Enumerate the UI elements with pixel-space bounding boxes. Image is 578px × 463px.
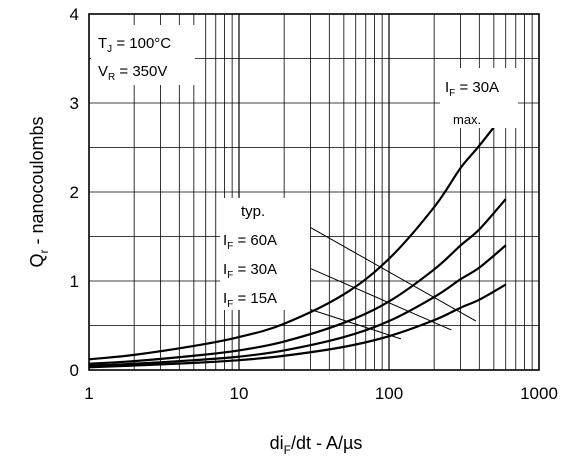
x-tick-label: 1000 [520,384,558,403]
leader-line-0 [311,228,476,321]
leader-lines [311,228,476,339]
x-tick-label: 100 [375,384,403,403]
y-tick-label: 2 [70,183,79,202]
y-tick-label: 4 [70,5,79,24]
x-tick-label: 1 [84,384,93,403]
y-axis-title: Qr - nanocoulombs [27,116,51,267]
max-label: max. [453,112,481,127]
x-tick-label: 10 [230,384,249,403]
typ-label: typ. [241,203,265,220]
x-axis-title: diF/dt - A/µs [270,433,363,457]
y-tick-label: 3 [70,94,79,113]
y-tick-label: 0 [70,361,79,380]
y-tick-label: 1 [70,272,79,291]
